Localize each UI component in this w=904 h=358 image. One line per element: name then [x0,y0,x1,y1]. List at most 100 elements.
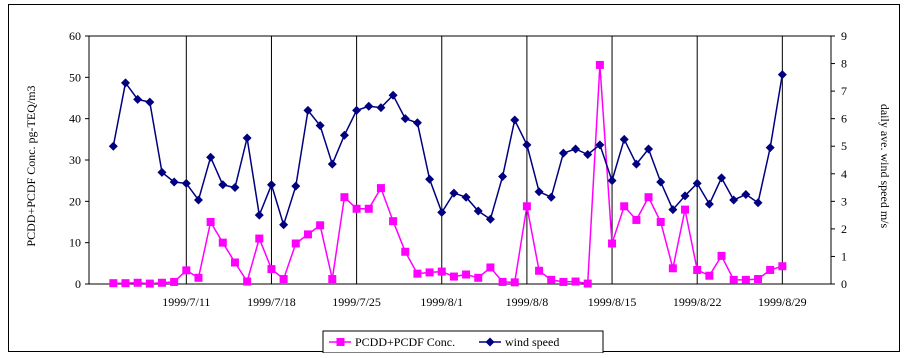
data-point-wind [376,103,386,113]
data-point-pcdd [352,204,361,213]
right-axis-ticks: 0 1 2 3 4 5 6 7 8 9 [831,29,847,291]
data-point-pcdd [535,266,544,275]
data-point-pcdd [766,265,775,274]
x-tick-label: 1999/8/1 [420,295,463,309]
data-point-wind [364,101,374,111]
data-point-wind [704,199,714,209]
series-line-pcdd [113,64,783,285]
data-point-wind [157,167,167,177]
data-point-pcdd [741,275,750,284]
data-point-pcdd [559,277,568,286]
data-point-wind [388,90,398,100]
y-tick-label-right: 0 [841,277,847,291]
data-point-pcdd [462,270,471,279]
data-point-wind [729,195,739,205]
data-point-pcdd [170,277,179,286]
data-point-pcdd [364,204,373,213]
data-point-wind [193,195,203,205]
data-point-wind [242,133,252,143]
y-tick-label-left: 0 [75,277,81,291]
data-point-wind [522,140,532,150]
data-point-pcdd [449,272,458,281]
legend-label-pcdd: PCDD+PCDF Conc. [355,335,455,349]
data-point-pcdd [109,279,118,288]
data-point-wind [145,97,155,107]
data-point-wind [315,121,325,131]
x-axis-ticks: 1999/7/11 1999/7/18 1999/7/25 1999/8/1 1999/… [162,295,806,309]
data-point-pcdd [194,273,203,282]
data-point-pcdd [547,275,556,284]
data-point-pcdd [705,271,714,280]
x-tick-label: 1999/8/8 [506,295,549,309]
data-point-wind [619,134,629,144]
data-point-wind [595,140,605,150]
y-tick-label-left: 40 [69,112,81,126]
data-point-wind [534,187,544,197]
data-point-pcdd [632,215,641,224]
data-point-pcdd [486,263,495,272]
data-point-wind [181,178,191,188]
data-point-pcdd [729,275,738,284]
data-point-wind [425,174,435,184]
data-point-wind [400,114,410,124]
data-point-wind [765,143,775,153]
data-point-pcdd [206,218,215,226]
data-point-pcdd [498,277,507,286]
data-point-pcdd [376,184,385,193]
data-point-pcdd [182,266,191,275]
legend-marker-wind [485,337,495,347]
x-tick-label: 1999/8/22 [673,295,722,309]
data-point-pcdd [668,264,677,273]
data-point-pcdd [255,234,264,243]
data-point-pcdd [121,279,130,288]
y-tick-label-right: 8 [841,57,847,71]
legend: PCDD+PCDF Conc. wind speed [322,330,604,354]
series-line-wind [112,74,784,228]
x-tick-label: 1999/8/29 [758,295,807,309]
data-point-wind [741,189,751,199]
data-point-wind [254,210,264,220]
data-point-wind [449,188,459,198]
data-point-pcdd [279,275,288,284]
data-point-wind [266,180,276,190]
data-point-pcdd [243,277,252,286]
y-tick-label-left: 30 [69,153,81,167]
data-point-pcdd [644,193,653,202]
data-point-wind [631,159,641,169]
data-point-wind [120,78,130,88]
data-point-pcdd [425,268,434,277]
data-point-wind [461,192,471,202]
data-point-wind [498,172,508,182]
data-point-pcdd [316,221,325,230]
x-tick-label: 1999/8/15 [588,295,637,309]
data-point-wind [510,115,520,125]
x-tick-label: 1999/7/25 [332,295,381,309]
y-tick-label-left: 50 [69,70,81,84]
data-point-wind [412,118,422,128]
data-point-pcdd [656,218,665,226]
data-point-wind [303,105,313,115]
plot-area [88,35,832,285]
data-point-wind [583,149,593,159]
data-point-wind [717,173,727,183]
x-tick-label: 1999/7/18 [247,295,296,309]
data-point-wind [680,191,690,201]
data-point-wind [692,178,702,188]
data-point-wind [279,220,289,230]
data-point-pcdd [717,251,726,260]
data-point-pcdd [571,277,580,286]
data-point-pcdd [474,273,483,282]
data-point-pcdd [328,275,337,284]
data-point-wind [327,159,337,169]
legend-label-wind: wind speed [505,335,559,349]
data-point-pcdd [583,279,592,288]
data-point-pcdd [510,278,519,287]
y-tick-label-right: 7 [841,84,847,98]
y-tick-label-right: 9 [841,29,847,43]
data-point-pcdd [693,265,702,274]
data-point-pcdd [522,202,531,211]
grid-layer [185,36,783,284]
data-point-pcdd [145,279,154,288]
